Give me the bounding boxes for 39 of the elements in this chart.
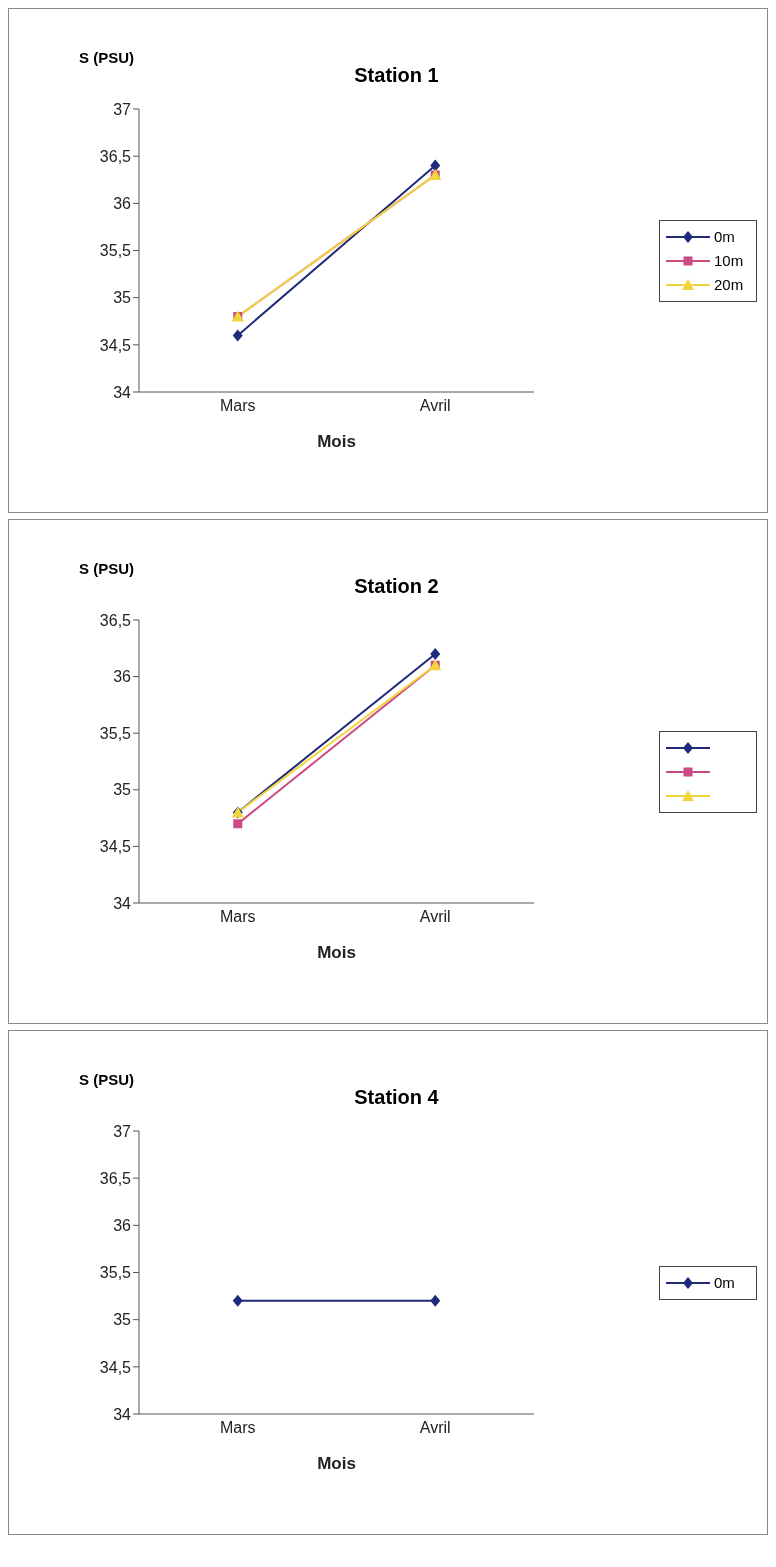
x-axis-title: Mois (317, 1454, 356, 1473)
legend-label: 0m (714, 228, 736, 245)
y-tick-label: 35 (113, 1311, 132, 1329)
x-tick-label: Mars (219, 397, 256, 415)
y-tick-label: 35 (113, 289, 132, 307)
y-tick-label: 36 (113, 1217, 132, 1235)
y-tick-label: 34,5 (99, 336, 132, 354)
y-tick-label: 35 (113, 781, 132, 799)
y-tick-label: 36,5 (99, 147, 132, 165)
x-tick-label: Avril (419, 397, 451, 415)
x-tick-label: Mars (219, 1419, 256, 1437)
legend-label: 0m (714, 1274, 736, 1291)
y-tick-label: 36,5 (99, 611, 132, 629)
x-tick-label: Avril (419, 908, 451, 926)
y-tick-label: 34,5 (99, 1358, 132, 1376)
y-tick-label: 35,5 (99, 724, 132, 742)
y-axis-title: S (PSU) (79, 1071, 135, 1088)
y-tick-label: 37 (113, 100, 132, 118)
y-axis-title: S (PSU) (79, 49, 135, 66)
y-axis-title: S (PSU) (79, 560, 135, 577)
y-tick-label: 35,5 (99, 1264, 132, 1282)
y-tick-label: 34,5 (99, 838, 132, 856)
y-tick-label: 34 (113, 383, 132, 401)
y-tick-label: 36 (113, 668, 132, 686)
x-tick-label: Avril (419, 1419, 451, 1437)
legend-label: 20m (714, 276, 745, 293)
y-tick-label: 37 (113, 1122, 132, 1140)
y-tick-label: 36 (113, 195, 132, 213)
legend-label: 10m (714, 252, 745, 269)
y-tick-label: 35,5 (99, 242, 132, 260)
chart-title: Station 4 (353, 1086, 440, 1109)
chart-title: Station 1 (353, 64, 440, 87)
y-tick-label: 36,5 (99, 1169, 132, 1187)
x-axis-title: Mois (317, 432, 356, 451)
y-tick-label: 34 (113, 894, 132, 912)
x-tick-label: Mars (219, 908, 256, 926)
x-axis-title: Mois (317, 943, 356, 962)
y-tick-label: 34 (113, 1405, 132, 1423)
chart-title: Station 2 (353, 575, 440, 598)
